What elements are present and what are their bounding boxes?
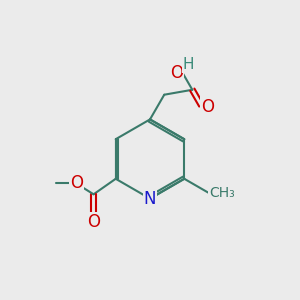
Text: N: N [144,190,156,208]
Text: CH₃: CH₃ [209,186,235,200]
Text: O: O [170,64,183,82]
Text: H: H [183,57,194,72]
Text: O: O [70,175,83,193]
Text: O: O [87,213,100,231]
Text: O: O [201,98,214,116]
